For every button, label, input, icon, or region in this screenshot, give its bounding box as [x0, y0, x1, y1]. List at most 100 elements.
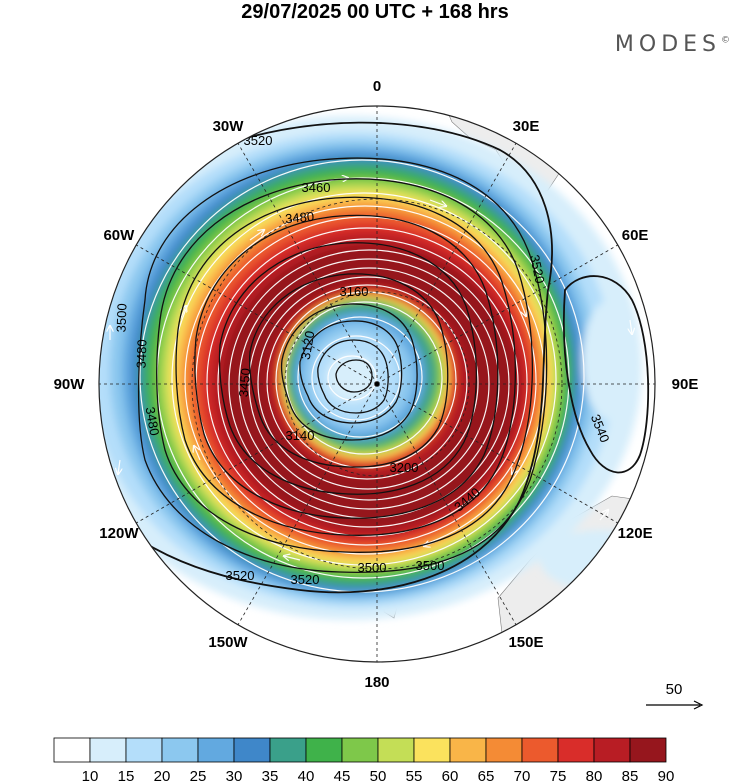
streamline	[217, 238, 519, 528]
brand-logo: MODES©	[615, 32, 730, 57]
meridian-line	[376, 383, 517, 625]
contour-3500	[137, 157, 548, 573]
latitude-circle	[191, 198, 563, 570]
contour-3460	[175, 196, 516, 536]
streamline-arrow	[630, 319, 632, 334]
contour-label: 3480	[134, 339, 150, 368]
longitude-label: 30E	[513, 118, 540, 135]
colorbar-tick-label: 25	[190, 768, 207, 782]
streamline	[257, 276, 479, 490]
longitude-label: 0	[373, 78, 381, 95]
reference-vector-label: 50	[666, 681, 683, 698]
meridian-line	[136, 383, 378, 524]
streamline	[206, 227, 528, 537]
colorbar-cell	[449, 737, 487, 763]
longitude-label: 120E	[618, 525, 653, 542]
streamline	[266, 284, 468, 480]
map-disc: 3520348034603500348034803520354031603120…	[99, 106, 655, 662]
streamline	[297, 316, 423, 438]
contour-label: 3200	[390, 460, 419, 475]
colorbar-cell	[341, 737, 379, 763]
inner-band-15	[326, 354, 378, 402]
contour-3120	[317, 339, 389, 414]
colorbar-tick-label: 70	[514, 768, 531, 782]
streamline-arrow	[519, 299, 526, 316]
colorbar-tick-label: 40	[298, 768, 315, 782]
contour-label: 3520	[527, 253, 548, 284]
colorbar-cell	[377, 737, 415, 763]
brand-mark: ©	[721, 35, 730, 46]
meridian-line	[136, 244, 378, 385]
reference-vector-arrowhead	[693, 700, 704, 710]
longitude-label: 60E	[622, 227, 649, 244]
colorbar-cell	[53, 737, 91, 763]
longitude-label: 90E	[672, 376, 699, 393]
patch-east-blue	[582, 300, 638, 420]
contour-labels: 3520348034603500348034803520354031603120…	[114, 133, 613, 587]
contour-3400	[218, 242, 477, 495]
colorbar-cell	[413, 737, 451, 763]
contour-label: 3500	[114, 303, 130, 332]
contour-label: 3160	[340, 284, 369, 299]
streamline-arrow	[599, 510, 608, 521]
colorbar-ticks: 10 15 20 25 30 35 40 45 50 55 60 65 70 75 80 85 90	[82, 768, 675, 782]
colorbar-tick-label: 75	[550, 768, 567, 782]
streamline	[171, 192, 557, 566]
colorbar-tick-label: 50	[370, 768, 387, 782]
brand-name: MODES	[614, 32, 721, 57]
graticule	[99, 106, 655, 662]
contour-label: 3480	[285, 209, 315, 226]
streamline	[195, 216, 537, 546]
contour-3200	[280, 303, 418, 441]
colorbar-cell	[161, 737, 199, 763]
colorbar-cell	[521, 737, 559, 763]
contour-low-center	[335, 359, 373, 393]
meridian-line	[376, 383, 618, 524]
colorbar-cell	[125, 737, 163, 763]
contour-label: 3520	[291, 572, 320, 587]
streamline	[311, 335, 401, 421]
colorbar-cell	[269, 737, 307, 763]
colorbar-tick-label: 30	[226, 768, 243, 782]
contour-label: 3500	[416, 558, 445, 573]
streamline	[184, 205, 546, 555]
longitude-label: 180	[364, 674, 389, 691]
colorbar-tick-label: 55	[406, 768, 423, 782]
streamline-arrow	[179, 306, 186, 321]
meridian-line	[376, 244, 618, 385]
contour-label: 3450	[236, 368, 253, 398]
contour-label: 3140	[286, 428, 315, 443]
streamline-arrow	[249, 230, 264, 241]
south-pole-dot	[374, 381, 380, 387]
contour-label: 3120	[298, 330, 318, 361]
colorbar-cell	[233, 737, 271, 763]
streamline-arrow	[118, 459, 120, 474]
colorbar-cell	[557, 737, 595, 763]
longitude-labels: 0 30E 60E 90E 120E 150E 180 150W 120W 90W 60W 30W	[54, 78, 699, 691]
map-title: 29/07/2025 00 UTC + 168 hrs	[241, 1, 509, 23]
colorbar-tick-label: 45	[334, 768, 351, 782]
contour-label: 3480	[143, 406, 163, 437]
colorbar-cells	[53, 737, 667, 763]
colorbar-cell	[593, 737, 631, 763]
streamline	[275, 291, 457, 469]
contour-label: 3460	[302, 180, 331, 195]
colorbar-tick-label: 35	[262, 768, 279, 782]
colorbar-tick-label: 85	[622, 768, 639, 782]
contour-label: 3520	[226, 568, 255, 583]
colorbar-tick-label: 80	[586, 768, 603, 782]
contour-3440	[194, 214, 499, 519]
contour-3160	[299, 320, 403, 424]
contour-label: 3500	[358, 560, 387, 575]
contour-3540-ridge	[562, 275, 650, 474]
colorbar-cell	[89, 737, 127, 763]
colorbar-tick-label: 20	[154, 768, 171, 782]
meridian-line	[237, 383, 378, 625]
map-boundary	[98, 105, 656, 663]
meridian-lines	[99, 106, 655, 662]
longitude-label: 150E	[508, 634, 543, 651]
contour-3480	[156, 178, 534, 553]
longitude-label: 60W	[103, 227, 135, 244]
